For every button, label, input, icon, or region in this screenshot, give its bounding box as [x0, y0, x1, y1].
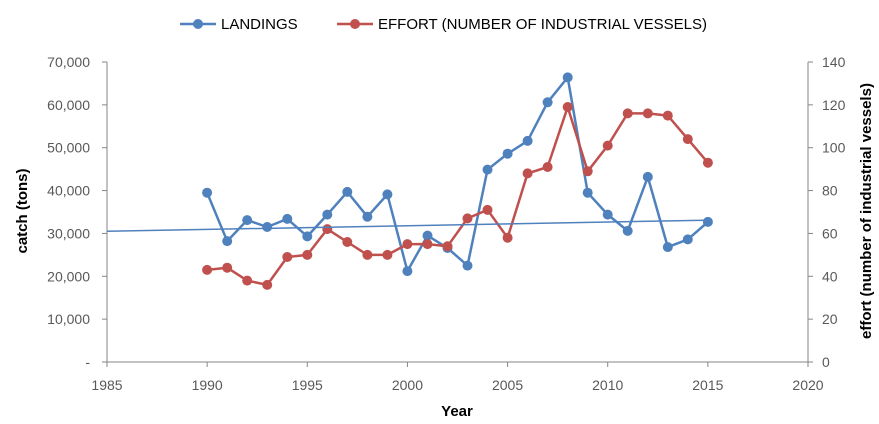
landings-point: [262, 222, 273, 232]
landings-point: [542, 97, 553, 108]
series-layer: [106, 72, 713, 290]
effort-point: [662, 110, 673, 121]
effort-point: [322, 224, 333, 235]
effort-point: [202, 264, 213, 275]
effort-point: [442, 241, 453, 252]
landings-point: [462, 260, 473, 271]
landings-point: [702, 216, 713, 227]
landings-point: [642, 171, 653, 182]
effort-point: [462, 213, 473, 224]
effort-point: [622, 108, 633, 119]
y2-tick-label: 40: [822, 268, 838, 284]
y2-tick-label: 140: [822, 54, 846, 70]
landings-line: [205, 76, 709, 273]
y2-tick-label: 120: [822, 97, 846, 113]
landings-point: [402, 266, 413, 277]
y2-tick-label: 60: [822, 225, 838, 241]
y-axis-title: catch (tons): [14, 168, 31, 253]
effort-point: [702, 157, 713, 168]
effort-point: [682, 134, 693, 145]
effort-point: [402, 239, 413, 250]
landings-point: [422, 230, 433, 241]
landings-point: [202, 187, 213, 198]
legend-layer: LANDINGS EFFORT (NUMBER OF INDUSTRIAL VES…: [180, 16, 707, 33]
y-tick-label: 20,000: [47, 268, 90, 284]
x-axis-title: Year: [441, 403, 473, 419]
effort-point: [562, 102, 573, 112]
effort-point: [342, 237, 353, 247]
y-tick-label: 60,000: [47, 97, 90, 113]
y2-axis-title: effort (number of industrial vessels): [858, 83, 875, 339]
effort-point: [382, 249, 393, 260]
x-tick-label: 2000: [392, 377, 423, 393]
x-tick-label: 2010: [592, 377, 623, 393]
x-tick-label: 1985: [91, 377, 122, 393]
landings-point: [622, 225, 633, 236]
effort-point: [222, 262, 233, 273]
x-tick-label: 1995: [292, 377, 323, 393]
landings-point: [682, 234, 693, 245]
y2-tick-label: 0: [822, 354, 830, 370]
effort-point: [522, 168, 533, 179]
effort-point: [602, 140, 613, 151]
x-tick-label: 2015: [692, 377, 723, 393]
landings-point: [362, 211, 373, 222]
legend-label-effort: EFFORT (NUMBER OF INDUSTRIAL VESSELS): [378, 16, 707, 33]
effort-point: [282, 252, 293, 262]
y2-tick-label: 20: [822, 311, 838, 327]
y-tick-label: 50,000: [47, 140, 90, 156]
effort-point: [262, 279, 273, 290]
legend-marker-effort: [350, 19, 360, 29]
effort-point: [302, 249, 313, 260]
axes-layer: 1985 1990 1995 2000 2005 2010 2015 2020 - 10,000 2…: [47, 54, 845, 393]
landings-point: [382, 189, 393, 200]
effort-point: [242, 275, 253, 286]
y2-tick-label: 80: [822, 183, 838, 199]
landings-point: [502, 148, 513, 159]
y-tick-label: 40,000: [47, 183, 90, 199]
x-tick-label: 2005: [492, 377, 523, 393]
landings-point: [302, 231, 313, 242]
landings-point: [602, 209, 613, 220]
landings-point: [322, 209, 333, 220]
landings-point: [342, 186, 353, 197]
y-tick-label: 30,000: [47, 225, 90, 241]
effort-point: [542, 162, 553, 172]
landings-point: [242, 215, 253, 226]
trendline: [106, 219, 712, 233]
y-tick-label: 70,000: [47, 54, 90, 70]
legend-marker-landings: [193, 19, 203, 29]
x-tick-label: 1990: [192, 377, 223, 393]
landings-point: [222, 236, 233, 247]
effort-point: [642, 108, 653, 119]
effort-point: [482, 204, 493, 215]
y-tick-label: -: [85, 354, 90, 370]
landings-point: [482, 164, 493, 175]
legend-label-landings: LANDINGS: [221, 16, 298, 33]
effort-point: [502, 232, 513, 243]
effort-point: [582, 166, 593, 177]
landings-point: [522, 135, 533, 146]
landings-point: [582, 187, 593, 198]
landings-point: [562, 72, 573, 83]
y-tick-label: 10,000: [47, 311, 90, 327]
effort-point: [362, 249, 373, 260]
landings-point: [662, 242, 673, 253]
effort-point: [422, 239, 433, 250]
landings-point: [282, 213, 293, 224]
x-tick-label: 2020: [792, 377, 823, 393]
y2-tick-label: 100: [822, 140, 846, 156]
